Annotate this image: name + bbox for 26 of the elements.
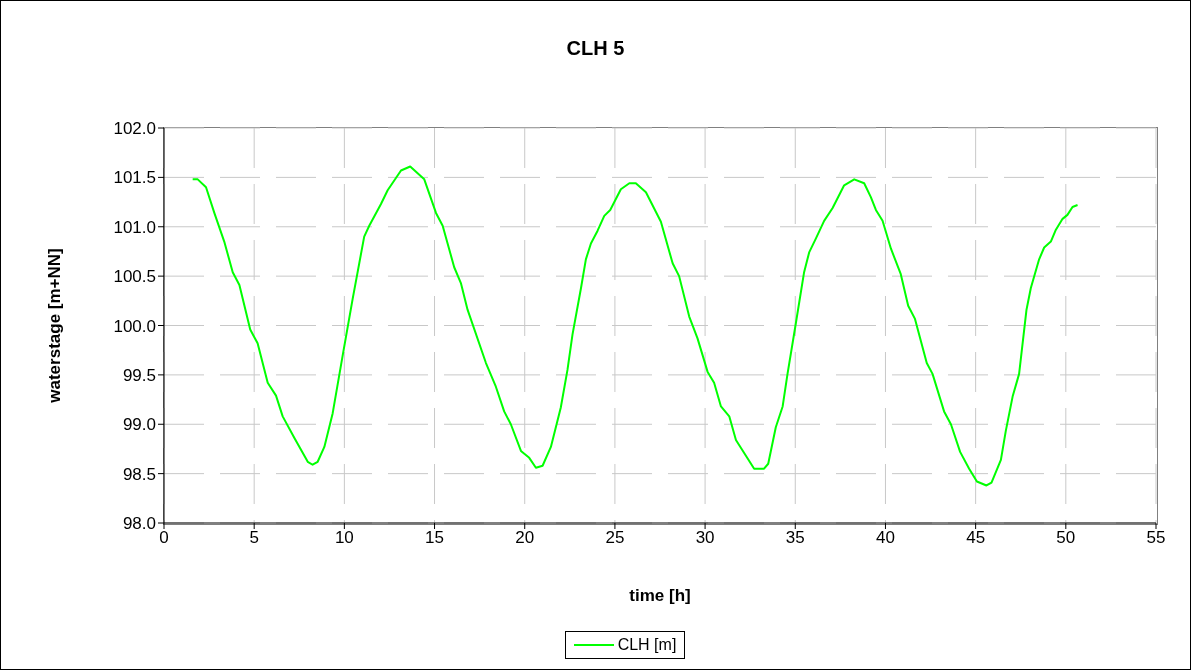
y-tick-label: 101.0 — [113, 217, 156, 237]
x-tick-label: 50 — [1056, 528, 1076, 548]
x-tick-label: 0 — [159, 528, 169, 548]
x-tick-label: 55 — [1146, 528, 1166, 548]
y-tick-label: 98.0 — [122, 514, 156, 534]
y-axis-title: waterstage [m+NN] — [45, 248, 65, 404]
y-tick-label: 98.5 — [122, 464, 156, 484]
y-tick-label: 101.5 — [113, 168, 156, 188]
x-tick-label: 15 — [425, 528, 445, 548]
y-tick-label: 99.5 — [122, 365, 156, 385]
y-tick-label: 100.0 — [113, 316, 156, 336]
legend-label: CLH [m] — [617, 636, 677, 654]
y-tick-label: 100.5 — [113, 267, 156, 287]
x-tick-label: 40 — [875, 528, 895, 548]
x-tick-label: 35 — [785, 528, 805, 548]
chart-title: CLH 5 — [565, 37, 626, 60]
line-series — [191, 165, 1079, 487]
x-tick-label: 5 — [249, 528, 259, 548]
x-tick-label: 25 — [605, 528, 625, 548]
x-axis-title: time [h] — [629, 586, 691, 606]
x-tick-label: 45 — [966, 528, 986, 548]
x-tick-label: 20 — [515, 528, 535, 548]
x-tick-label: 10 — [334, 528, 354, 548]
y-tick-label: 102.0 — [113, 119, 156, 139]
x-tick-label: 30 — [695, 528, 715, 548]
y-tick-label: 99.0 — [122, 415, 156, 435]
